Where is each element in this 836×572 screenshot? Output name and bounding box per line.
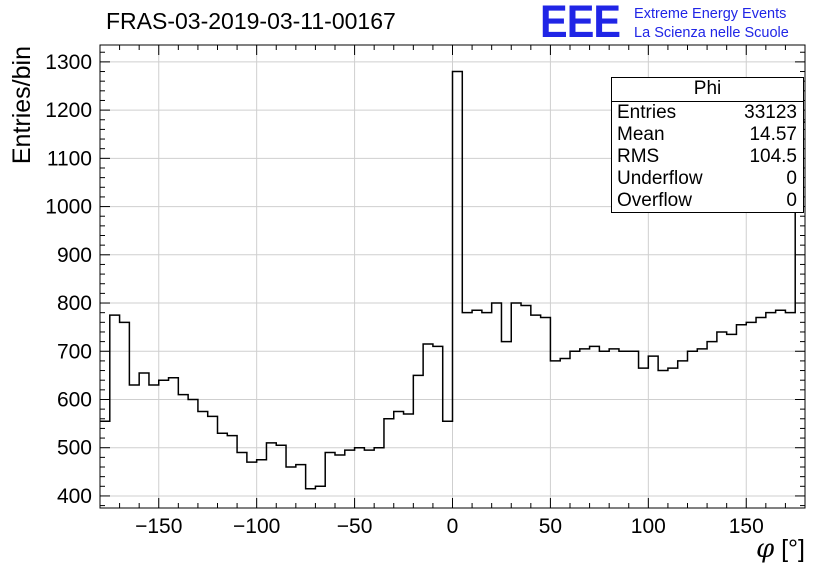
y-tick-label: 900 bbox=[57, 244, 92, 267]
plot-title: FRAS-03-2019-03-11-00167 bbox=[106, 8, 396, 34]
stat-label: RMS bbox=[617, 146, 660, 167]
x-axis-title: φ [°] bbox=[756, 534, 805, 564]
y-axis-title: Entries/bin bbox=[8, 46, 36, 165]
x-axis-unit: [°] bbox=[774, 535, 805, 563]
histogram-line bbox=[100, 70, 805, 490]
stats-row-underflow: Underflow 0 bbox=[612, 168, 803, 190]
stat-label: Underflow bbox=[617, 168, 703, 189]
phi-symbol: φ bbox=[755, 534, 775, 564]
stat-value: 104.5 bbox=[749, 146, 797, 167]
stat-label: Entries bbox=[617, 102, 677, 123]
y-tick-label: 400 bbox=[57, 485, 92, 508]
x-tick-label: 50 bbox=[539, 515, 562, 538]
stat-value: 14.57 bbox=[749, 124, 797, 145]
stats-row-entries: Entries 33123 bbox=[612, 102, 803, 124]
stats-row-mean: Mean 14.57 bbox=[612, 124, 803, 146]
stat-value: 33123 bbox=[744, 102, 797, 123]
eee-logo-subtitle: Extreme Energy Events La Scienza nelle S… bbox=[634, 1, 789, 43]
eee-logo-line2: La Scienza nelle Scuole bbox=[634, 25, 789, 42]
stats-box: Phi Entries 33123 Mean 14.57 RMS 104.5 U… bbox=[611, 77, 804, 213]
stats-row-overflow: Overflow 0 bbox=[612, 190, 803, 212]
stat-value: 0 bbox=[786, 190, 797, 211]
y-tick-label: 1200 bbox=[45, 99, 92, 122]
eee-logo: EEE Extreme Energy Events La Scienza nel… bbox=[540, 0, 789, 47]
y-tick-label: 1300 bbox=[45, 51, 92, 74]
x-tick-label: 100 bbox=[631, 515, 666, 538]
eee-logo-text: EEE bbox=[540, 0, 621, 47]
x-tick-label: −100 bbox=[233, 515, 280, 538]
x-tick-label: 0 bbox=[447, 515, 459, 538]
y-tick-label: 1100 bbox=[47, 147, 92, 170]
stat-value: 0 bbox=[786, 168, 797, 189]
x-tick-label: −50 bbox=[337, 515, 373, 538]
y-tick-label: 800 bbox=[57, 292, 92, 315]
stat-label: Mean bbox=[617, 124, 665, 145]
y-tick-label: 1000 bbox=[45, 196, 92, 219]
eee-logo-line1: Extreme Energy Events bbox=[634, 6, 787, 22]
y-tick-label: 500 bbox=[57, 437, 92, 460]
x-tick-label: −150 bbox=[135, 515, 182, 538]
y-tick-label: 600 bbox=[57, 388, 92, 411]
x-tick-label: 150 bbox=[729, 515, 764, 538]
stat-label: Overflow bbox=[617, 190, 692, 211]
y-tick-label: 700 bbox=[57, 340, 92, 363]
stats-row-rms: RMS 104.5 bbox=[612, 146, 803, 168]
stats-title: Phi bbox=[612, 78, 803, 102]
plot-frame bbox=[99, 44, 806, 509]
